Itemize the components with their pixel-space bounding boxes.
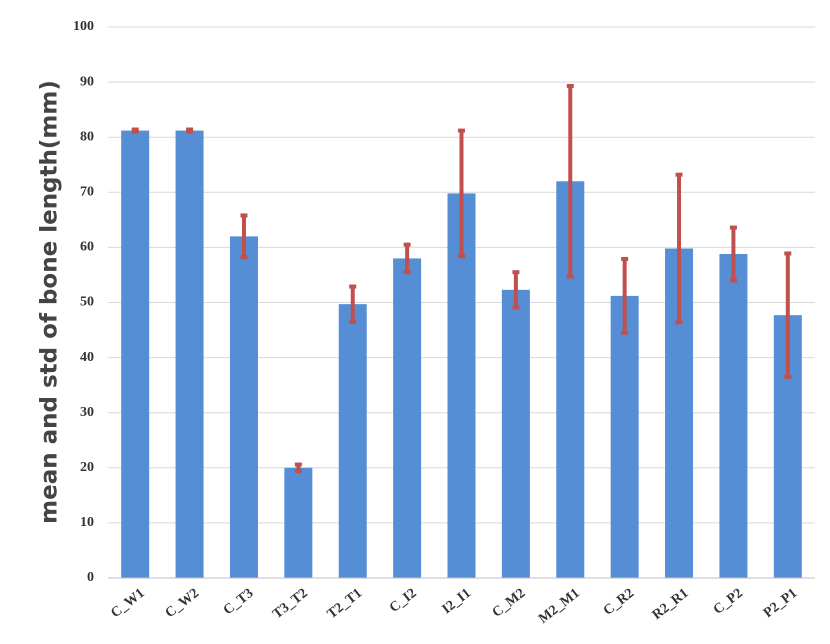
bar	[338, 304, 367, 578]
error-bar	[240, 213, 248, 260]
error-bar	[784, 251, 792, 379]
x-tick-label: C_P2	[711, 586, 746, 618]
error-bar	[186, 127, 194, 134]
error-bar	[349, 284, 357, 324]
y-tick-label: 100	[73, 19, 94, 34]
x-tick-label: C_R2	[601, 586, 637, 619]
error-bar	[458, 128, 465, 259]
x-tick-label: C_M2	[490, 586, 529, 621]
x-tick-label: I2_I1	[440, 586, 474, 617]
bar	[501, 289, 530, 578]
y-tick-label: 10	[80, 515, 94, 530]
y-tick-label: 80	[80, 129, 94, 144]
x-tick-label: R2_R1	[650, 586, 692, 623]
y-axis-label: mean and std of bone length(mm)	[37, 80, 63, 524]
y-tick-label: 50	[80, 295, 94, 310]
x-tick-label: T3_T2	[270, 586, 311, 622]
x-tick-label: M2_M1	[536, 586, 583, 627]
bar	[719, 254, 748, 578]
y-tick-label: 70	[80, 185, 94, 200]
x-tick-label: C_T3	[221, 586, 257, 618]
bar	[121, 130, 150, 578]
bar	[284, 467, 313, 578]
y-tick-label: 90	[80, 74, 94, 89]
y-tick-label: 20	[80, 460, 94, 475]
error-bar	[403, 242, 411, 275]
error-bar	[512, 270, 520, 310]
error-bar	[131, 127, 139, 134]
x-tick-label: C_W1	[108, 586, 147, 621]
error-bar	[675, 172, 683, 325]
y-tick-label: 0	[87, 570, 94, 585]
bar	[393, 258, 422, 578]
bar	[175, 130, 204, 578]
x-tick-label: T2_T1	[325, 586, 366, 622]
x-tick-label: P2_P1	[761, 586, 800, 621]
x-tick-label: C_I2	[387, 586, 420, 616]
bar	[229, 236, 258, 578]
x-tick-label: C_W2	[163, 586, 202, 621]
error-bar	[294, 462, 302, 474]
error-bar	[566, 83, 574, 279]
y-tick-label: 40	[80, 350, 94, 365]
y-tick-label: 60	[80, 240, 94, 255]
error-bar	[621, 256, 629, 335]
error-bar	[729, 225, 737, 283]
y-tick-label: 30	[80, 405, 94, 420]
bar	[610, 295, 639, 578]
